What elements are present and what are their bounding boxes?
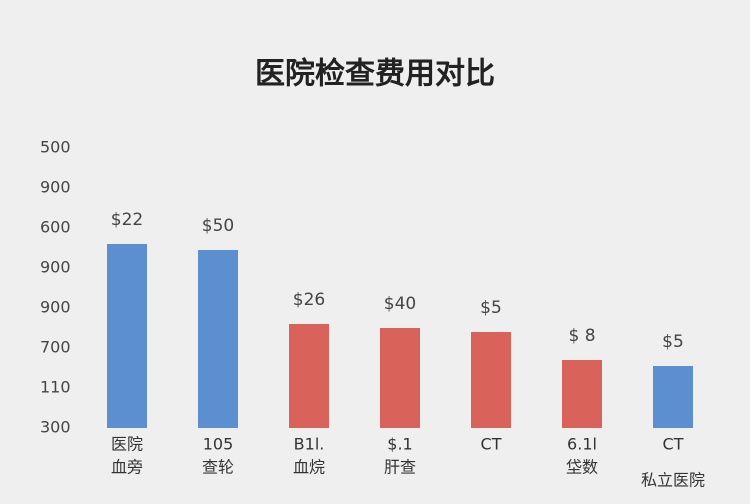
bar-annotation: $5: [480, 298, 502, 318]
y-tick-label: 600: [40, 218, 71, 237]
y-tick-label: 900: [40, 178, 71, 197]
x-tick-label: 查轮: [202, 458, 234, 477]
x-tick-label: CT: [481, 435, 502, 454]
bar: [653, 366, 693, 428]
y-tick-label: 900: [40, 258, 71, 277]
y-tick-label: 700: [40, 338, 71, 357]
x-tick-label: 医院: [111, 435, 143, 454]
x-tick-label: CT: [663, 435, 684, 454]
bar-annotation: $26: [293, 290, 325, 310]
bar-annotation: $50: [202, 216, 234, 236]
x-tick-label: 105: [203, 435, 234, 454]
chart-title: 医院检查费用对比: [255, 57, 495, 92]
x-tick-label: 肝查: [384, 458, 416, 477]
y-tick-label: 500: [40, 138, 71, 157]
bar: [198, 250, 238, 428]
bar-annotation: $22: [111, 210, 143, 230]
x-tick-label: 私立医院: [641, 471, 705, 490]
x-tick-label: 血烷: [293, 458, 325, 477]
y-tick-label: 900: [40, 298, 71, 317]
x-tick-label: $.1: [387, 435, 412, 454]
x-tick-label: 垈数: [566, 458, 598, 477]
bar: [471, 332, 511, 428]
x-tick-label: 血旁: [111, 458, 143, 477]
bar: [562, 360, 602, 428]
bar: [380, 328, 420, 428]
bar: [107, 244, 147, 428]
y-tick-label: 110: [40, 378, 71, 397]
bar: [289, 324, 329, 428]
bar-annotation: $5: [662, 332, 684, 352]
bar-annotation: $ 8: [568, 326, 595, 346]
bar-annotation: $40: [384, 294, 416, 314]
x-tick-label: B1l.: [294, 435, 325, 454]
x-tick-label: 6.1l: [567, 435, 597, 454]
y-tick-label: 300: [40, 418, 71, 437]
